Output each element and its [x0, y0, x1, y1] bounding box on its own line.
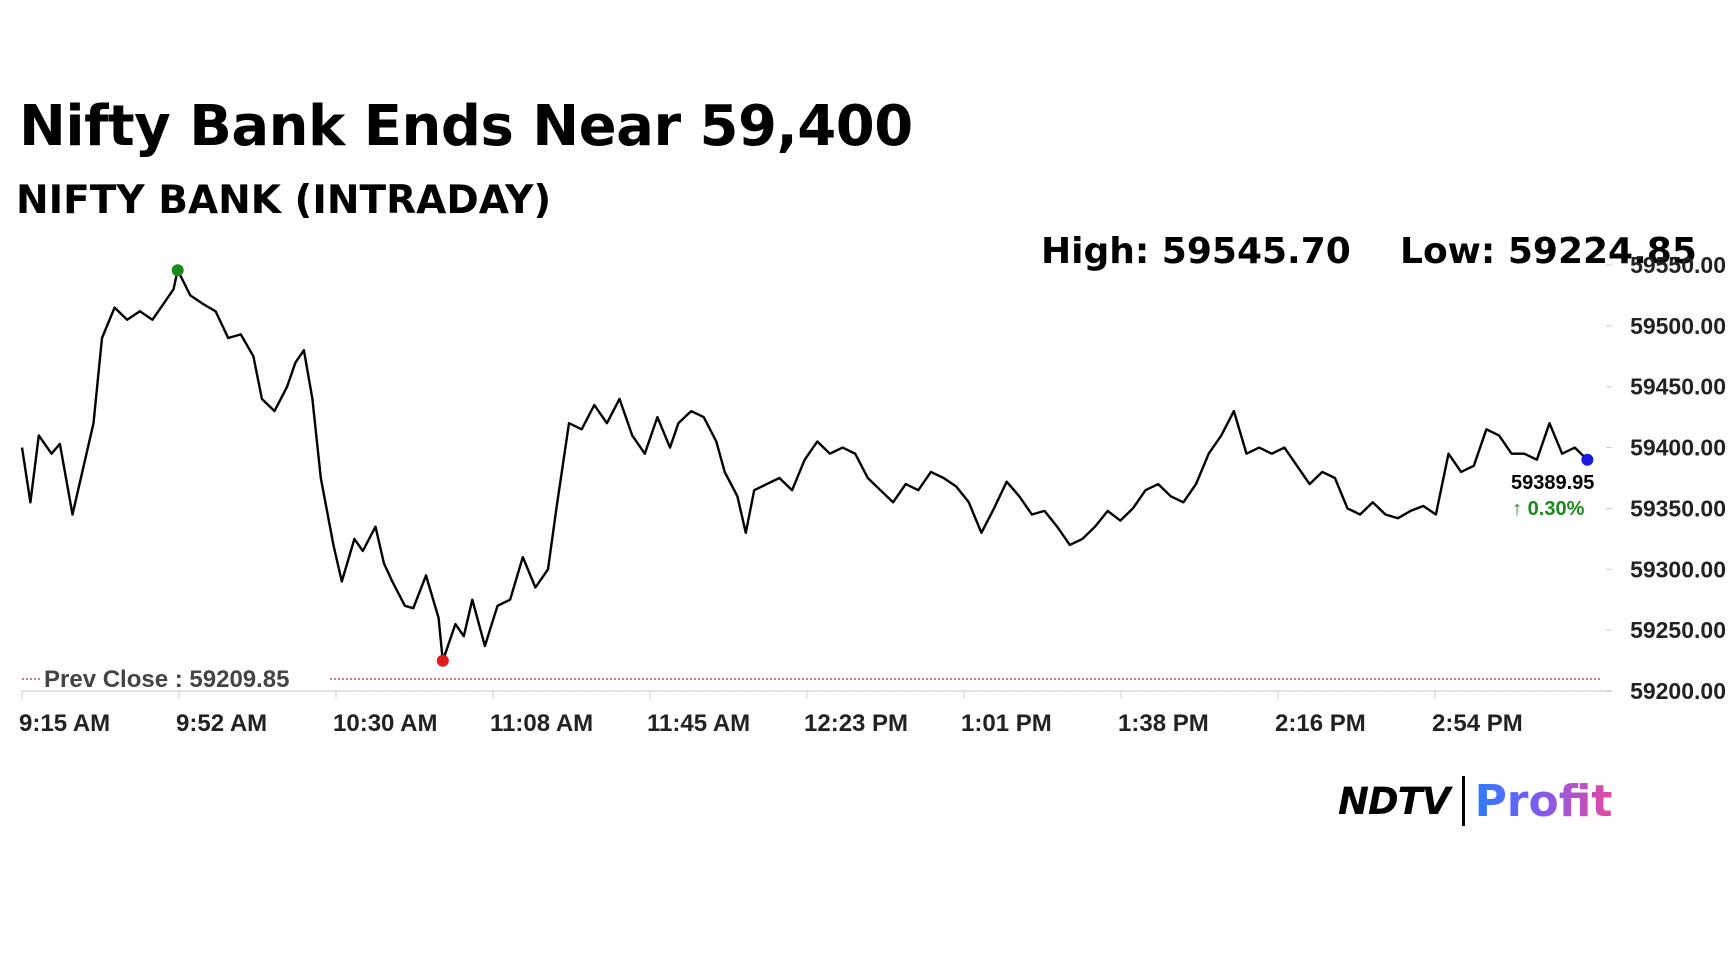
y-tick-label: 59550.00: [1630, 252, 1726, 278]
y-tick-label: 59400.00: [1630, 435, 1726, 461]
x-tick-label: 11:08 AM: [490, 710, 593, 737]
last-price-labels: 59389.95 ↑ 0.30%: [1511, 472, 1594, 520]
x-tick-label: 10:30 AM: [333, 710, 437, 737]
ndtv-profit-logo: NDTV Profit: [1338, 773, 1612, 829]
prev-close-label-bg: [40, 659, 328, 690]
y-tick-label: 59350.00: [1630, 495, 1726, 521]
y-tick-label: 59500.00: [1630, 313, 1726, 339]
last-point-marker: [1581, 453, 1594, 466]
y-tick-label: 59450.00: [1630, 374, 1726, 400]
y-tick-label: 59200.00: [1630, 678, 1726, 704]
y-axis-ticks: 59200.00 59250.00 59300.00 59350.00 59400.00…: [1606, 252, 1726, 704]
x-tick-label: 2:16 PM: [1275, 710, 1366, 737]
x-tick-label: 1:01 PM: [961, 710, 1052, 737]
x-tick-label: 2:54 PM: [1432, 710, 1523, 737]
x-axis-ticks: 9:15 AM 9:52 AM 10:30 AM 11:08 AM 11:45 AM 12…: [19, 691, 1523, 737]
y-tick-label: 59250.00: [1630, 617, 1726, 643]
high-stat: High: 59545.70: [1041, 231, 1351, 272]
high-point-marker: [171, 264, 184, 277]
last-price-label: 59389.95: [1511, 472, 1594, 494]
x-tick-label: 9:52 AM: [176, 710, 267, 737]
logo-profit-text: Profit: [1474, 775, 1613, 827]
chart-subtitle: NIFTY BANK (INTRADAY): [16, 178, 552, 223]
chart-title: Nifty Bank Ends Near 59,400: [19, 94, 913, 159]
prev-close-label: Prev Close : 59209.85: [44, 666, 290, 693]
series-line: [20, 269, 1589, 662]
prev-close-line: Prev Close : 59209.85: [22, 659, 1600, 693]
y-tick-label: 59300.00: [1630, 556, 1726, 582]
logo-ndtv-text: NDTV: [1338, 779, 1451, 823]
x-tick-label: 12:23 PM: [804, 710, 908, 737]
change-percent-label: ↑ 0.30%: [1512, 498, 1584, 520]
price-series: [20, 269, 1589, 662]
markers: [171, 264, 1594, 667]
x-tick-label: 9:15 AM: [19, 710, 110, 737]
x-tick-label: 1:38 PM: [1118, 710, 1209, 737]
x-tick-label: 11:45 AM: [647, 710, 750, 737]
logo-divider: [1461, 776, 1465, 826]
low-stat: Low: 59224.85: [1400, 231, 1697, 272]
low-point-marker: [436, 654, 449, 667]
